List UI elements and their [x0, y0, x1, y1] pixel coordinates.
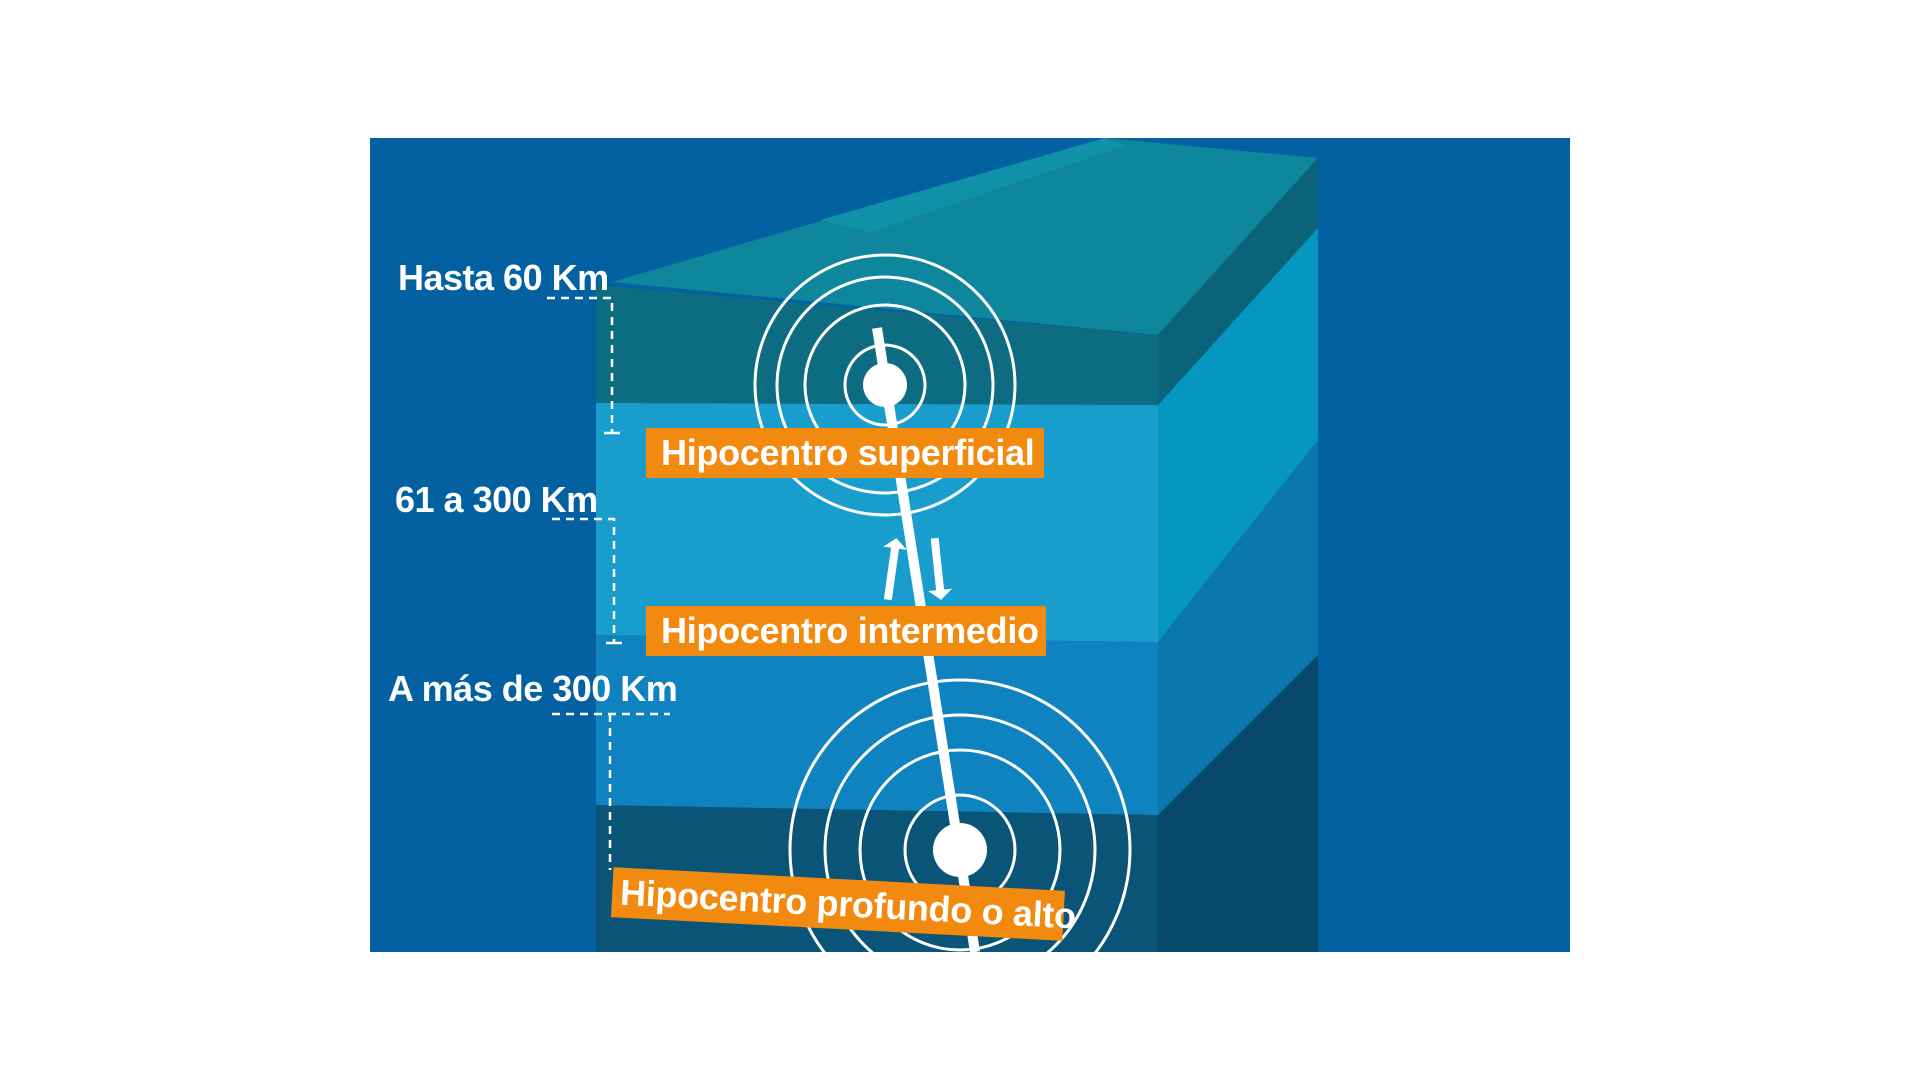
deep-seismic-waves — [788, 678, 1132, 952]
depth-bracket-intermediate — [552, 517, 622, 645]
layer-deep-side — [1158, 655, 1318, 952]
hypocenter-label-intermediate: Hipocentro intermedio — [646, 606, 1046, 656]
shallow-seismic-waves — [753, 253, 1017, 517]
layer-intermediate-lower-side — [1158, 440, 1318, 815]
layer-shallow-side — [1158, 158, 1318, 405]
hypocenter-label-shallow: Hipocentro superficial — [646, 428, 1044, 478]
shallow-hypocenter-dot — [863, 363, 907, 407]
block-top-ridge — [820, 138, 1125, 232]
depth-label-deep: A más de 300 Km — [388, 668, 677, 709]
hypocenter-label-intermediate-text: Hipocentro intermedio — [661, 610, 1039, 651]
hypocenter-label-shallow-text: Hipocentro superficial — [661, 432, 1034, 473]
depth-bracket-shallow — [547, 296, 620, 435]
depth-label-intermediate: 61 a 300 Km — [395, 479, 598, 520]
down-arrow-icon — [928, 537, 953, 600]
fault-motion-arrows — [883, 537, 953, 601]
depth-label-shallow: Hasta 60 Km — [398, 257, 609, 298]
up-arrow-icon — [883, 538, 907, 601]
deep-hypocenter-dot — [933, 823, 987, 877]
block-top-surface — [612, 138, 1318, 335]
depth-bracket-deep — [552, 712, 670, 870]
layer-intermediate-side — [1158, 228, 1318, 642]
